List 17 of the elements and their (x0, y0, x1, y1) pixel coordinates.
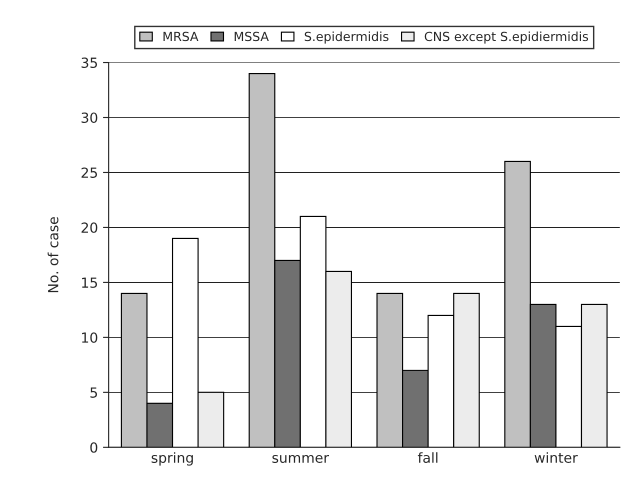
legend-label: CNS except S.epidiermidis (424, 31, 588, 44)
y-tick-label: 10 (82, 332, 98, 343)
y-tick-label: 25 (82, 167, 97, 178)
x-tick-label: spring (152, 452, 193, 466)
y-axis-title: No. of case (48, 217, 58, 292)
legend-label: S.epidermidis (304, 31, 388, 44)
y-tick-label: 5 (90, 388, 97, 398)
x-tick-label: summer (272, 454, 330, 463)
y-tick-label: 35 (82, 58, 97, 68)
x-tick-label: winter (534, 452, 578, 463)
y-tick-label: 30 (82, 112, 98, 123)
y-tick-label: 20 (82, 222, 98, 233)
legend-label: MRSA (164, 32, 198, 42)
legend-label: MSSA (234, 32, 269, 42)
y-tick-label: 15 (82, 278, 97, 288)
x-tick-label: fall (418, 452, 438, 463)
y-tick-label: 0 (90, 442, 98, 453)
